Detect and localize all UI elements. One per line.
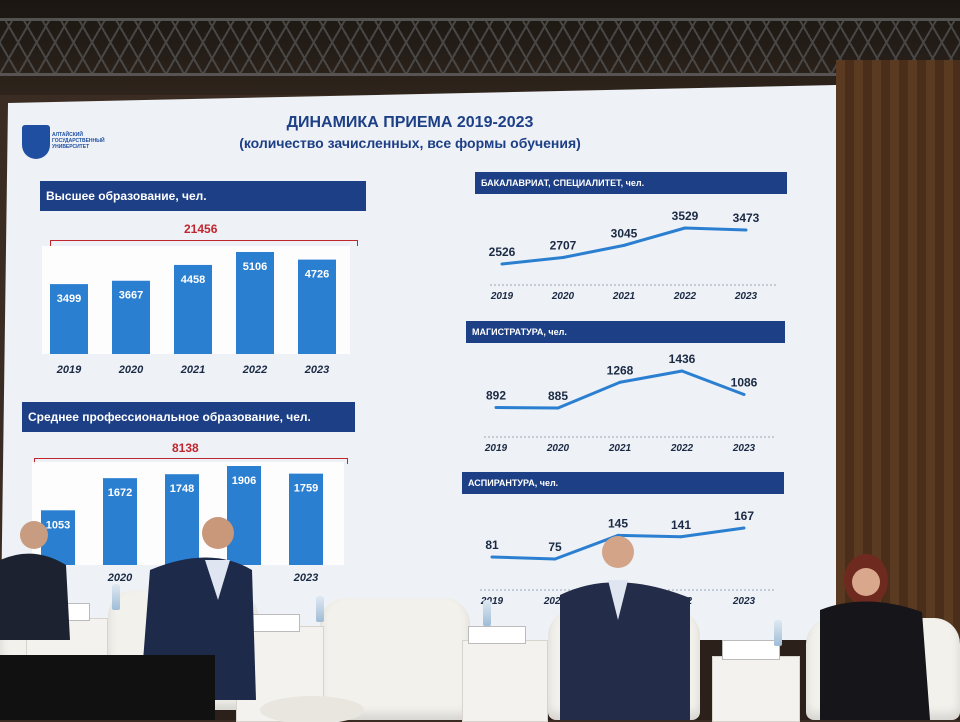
data-point bbox=[490, 555, 494, 559]
point-value-label: 2526 bbox=[489, 245, 516, 259]
x-tick-label: 2019 bbox=[490, 291, 514, 302]
water-bottle bbox=[112, 584, 120, 610]
bar-value-label: 5106 bbox=[243, 261, 267, 273]
chart-title-higher: Высшее образование, чел. bbox=[40, 181, 366, 211]
x-tick-label: 2020 bbox=[543, 596, 567, 607]
data-point bbox=[561, 256, 565, 260]
water-bottle bbox=[483, 600, 491, 626]
x-tick-label: 2023 bbox=[734, 291, 758, 302]
speaker-right bbox=[820, 554, 930, 720]
monitor bbox=[0, 655, 215, 720]
point-value-label: 1436 bbox=[669, 352, 696, 366]
x-tick-label: 2020 bbox=[551, 291, 575, 302]
bar bbox=[50, 284, 88, 354]
bar-value-label: 1906 bbox=[232, 475, 256, 487]
x-tick-label: 2019 bbox=[56, 364, 82, 376]
slide-title: ДИНАМИКА ПРИЕМА 2019-2023 bbox=[286, 114, 534, 131]
total-spo: 8138 bbox=[172, 441, 199, 455]
x-tick-label: 2020 bbox=[546, 443, 570, 454]
flower-arrangement bbox=[260, 696, 364, 722]
bar bbox=[227, 466, 261, 565]
speaker-center-right bbox=[560, 536, 690, 720]
bar bbox=[103, 478, 137, 565]
point-value-label: 1268 bbox=[607, 363, 634, 377]
chart-title-bachelor: БАКАЛАВРИАТ, СПЕЦИАЛИТЕТ, чел. bbox=[475, 172, 787, 194]
logo-text: АЛТАЙСКИЙ ГОСУДАРСТВЕННЫЙ УНИВЕРСИТЕТ bbox=[52, 132, 105, 150]
data-point bbox=[683, 226, 687, 230]
point-value-label: 167 bbox=[734, 509, 754, 523]
speaker-left bbox=[0, 521, 70, 640]
x-tick-label: 2020 bbox=[118, 364, 144, 376]
point-value-label: 3045 bbox=[611, 226, 638, 240]
x-tick-label: 2022 bbox=[670, 443, 694, 454]
total-bracket-spo bbox=[34, 458, 348, 464]
point-value-label: 3529 bbox=[672, 209, 699, 223]
bar bbox=[112, 280, 150, 354]
data-point bbox=[742, 393, 746, 397]
bar-value-label: 3667 bbox=[119, 290, 143, 302]
point-value-label: 141 bbox=[671, 518, 691, 532]
x-tick-label: 2023 bbox=[732, 443, 756, 454]
data-point bbox=[744, 228, 748, 232]
point-value-label: 885 bbox=[548, 389, 568, 403]
x-tick-label: 2023 bbox=[293, 572, 318, 584]
water-bottle bbox=[316, 596, 324, 622]
data-point bbox=[679, 535, 683, 539]
bar-value-label: 1748 bbox=[170, 483, 194, 495]
name-card bbox=[722, 640, 780, 660]
data-point bbox=[680, 369, 684, 373]
bar-value-label: 1672 bbox=[108, 487, 132, 499]
bar-value-label: 4726 bbox=[305, 269, 329, 281]
x-tick-label: 2023 bbox=[732, 596, 756, 607]
point-value-label: 892 bbox=[486, 389, 506, 403]
slide-subtitle: (количество зачисленных, все формы обуче… bbox=[239, 135, 581, 151]
total-bracket-higher bbox=[50, 240, 358, 246]
data-point bbox=[553, 557, 557, 561]
university-logo-icon bbox=[22, 125, 50, 159]
data-point bbox=[622, 243, 626, 247]
x-tick-label: 2021 bbox=[612, 291, 636, 302]
x-tick-label: 2020 bbox=[107, 572, 133, 584]
point-value-label: 1086 bbox=[731, 376, 758, 390]
bar bbox=[174, 264, 212, 354]
bar bbox=[298, 259, 336, 354]
x-tick-label: 2019 bbox=[484, 443, 508, 454]
x-tick-label: 2023 bbox=[304, 364, 329, 376]
bar-value-label: 3499 bbox=[57, 293, 81, 305]
x-tick-label: 2022 bbox=[242, 364, 267, 376]
bar-value-label: 1053 bbox=[46, 519, 70, 531]
data-point bbox=[742, 526, 746, 530]
chart-title-spo: Среднее профессиональное образование, че… bbox=[22, 402, 355, 432]
name-card bbox=[468, 626, 526, 644]
bar bbox=[289, 473, 323, 565]
data-point bbox=[556, 406, 560, 410]
x-tick-label: 2021 bbox=[180, 364, 205, 376]
total-higher: 21456 bbox=[184, 222, 218, 236]
bar bbox=[236, 252, 274, 354]
point-value-label: 75 bbox=[548, 540, 562, 554]
stage-truss bbox=[0, 18, 960, 76]
data-point bbox=[500, 262, 504, 266]
point-value-label: 3473 bbox=[733, 211, 760, 225]
point-value-label: 81 bbox=[485, 538, 499, 552]
data-point bbox=[494, 406, 498, 410]
data-point bbox=[618, 380, 622, 384]
point-value-label: 145 bbox=[608, 516, 628, 530]
x-tick-label: 2021 bbox=[608, 443, 632, 454]
bar bbox=[165, 474, 199, 565]
x-tick-label: 2022 bbox=[673, 291, 697, 302]
chart-title-master: МАГИСТРАТУРА, чел. bbox=[466, 321, 785, 343]
bar-value-label: 4458 bbox=[181, 274, 205, 286]
x-tick-label: 2019 bbox=[480, 596, 504, 607]
point-value-label: 2707 bbox=[550, 239, 577, 253]
water-bottle bbox=[774, 620, 782, 646]
bar-value-label: 1759 bbox=[294, 483, 318, 495]
chart-title-postgrad: АСПИРАНТУРА, чел. bbox=[462, 472, 784, 494]
